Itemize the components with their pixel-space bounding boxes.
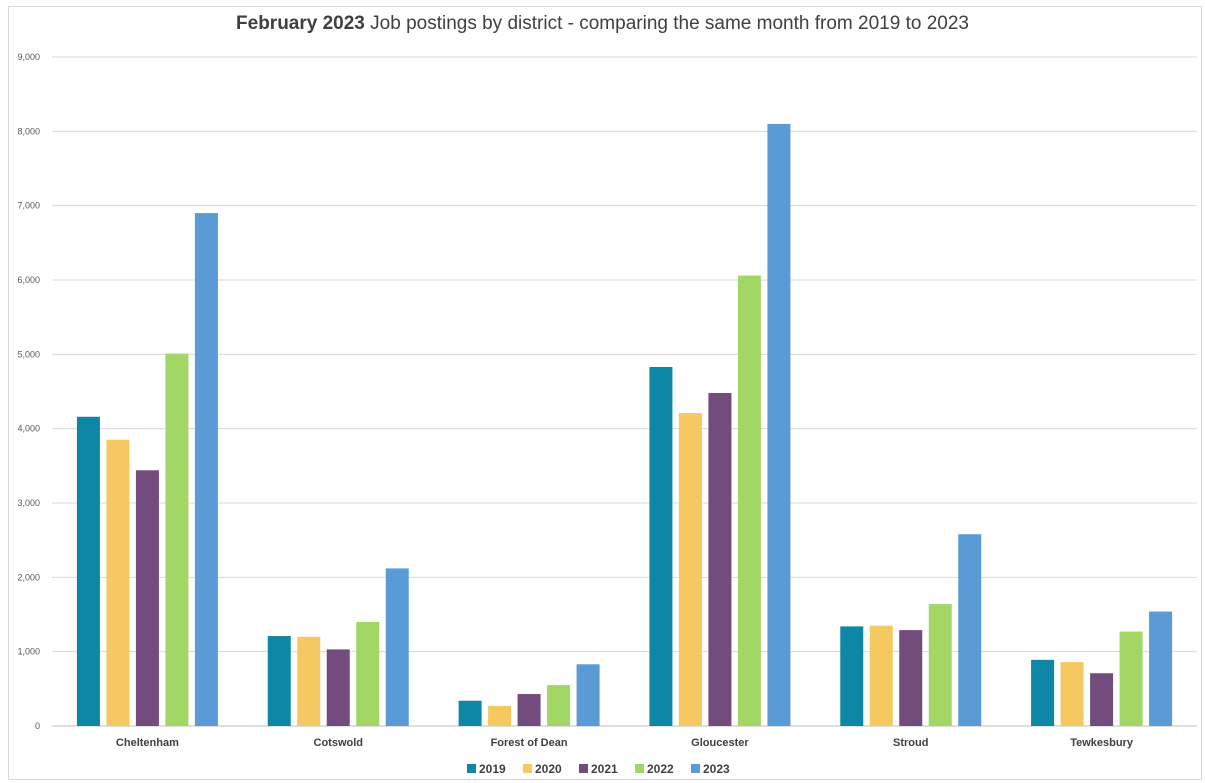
- legend-swatch: [635, 764, 644, 773]
- bar: [518, 694, 541, 726]
- x-category-label: Tewkesbury: [1070, 737, 1134, 749]
- bar: [1031, 660, 1054, 726]
- bar: [327, 649, 350, 726]
- bar: [929, 604, 952, 726]
- bar: [1061, 662, 1084, 726]
- y-tick-label: 6,000: [17, 275, 40, 285]
- bar: [767, 124, 790, 726]
- bar: [165, 354, 188, 726]
- bar: [649, 367, 672, 726]
- bar: [738, 276, 761, 726]
- x-category-label: Forest of Dean: [491, 737, 568, 749]
- y-tick-label: 7,000: [17, 201, 40, 211]
- bar: [459, 701, 482, 726]
- bar: [840, 626, 863, 726]
- legend-label: 2023: [703, 762, 730, 776]
- y-tick-label: 9,000: [17, 52, 40, 62]
- bar: [1149, 612, 1172, 726]
- bar: [195, 213, 218, 726]
- y-tick-label: 0: [35, 721, 40, 731]
- legend-label: 2021: [591, 762, 618, 776]
- bar: [356, 622, 379, 726]
- y-tick-label: 5,000: [17, 349, 40, 359]
- y-tick-label: 2,000: [17, 572, 40, 582]
- bar: [958, 534, 981, 726]
- x-category-label: Stroud: [893, 737, 928, 749]
- x-category-label: Gloucester: [691, 737, 749, 749]
- bar: [870, 626, 893, 726]
- bar: [1120, 632, 1143, 726]
- legend-swatch: [691, 764, 700, 773]
- legend-swatch: [579, 764, 588, 773]
- legend-label: 2019: [479, 762, 506, 776]
- y-tick-label: 4,000: [17, 424, 40, 434]
- bar: [386, 568, 409, 726]
- y-tick-label: 8,000: [17, 126, 40, 136]
- bar: [1090, 673, 1113, 726]
- x-category-label: Cheltenham: [116, 737, 179, 749]
- bar: [268, 636, 291, 726]
- bar: [488, 706, 511, 726]
- legend-label: 2020: [535, 762, 562, 776]
- x-category-label: Cotswold: [314, 737, 364, 749]
- bar: [679, 413, 702, 726]
- bar: [708, 393, 731, 726]
- bar: [577, 664, 600, 726]
- bar: [297, 637, 320, 726]
- legend-label: 2022: [647, 762, 674, 776]
- bar: [547, 685, 570, 726]
- bar: [77, 417, 100, 726]
- legend-swatch: [523, 764, 532, 773]
- y-tick-label: 3,000: [17, 498, 40, 508]
- bar: [106, 440, 129, 726]
- legend-swatch: [467, 764, 476, 773]
- bar: [136, 470, 159, 726]
- y-tick-label: 1,000: [17, 647, 40, 657]
- bar: [899, 630, 922, 726]
